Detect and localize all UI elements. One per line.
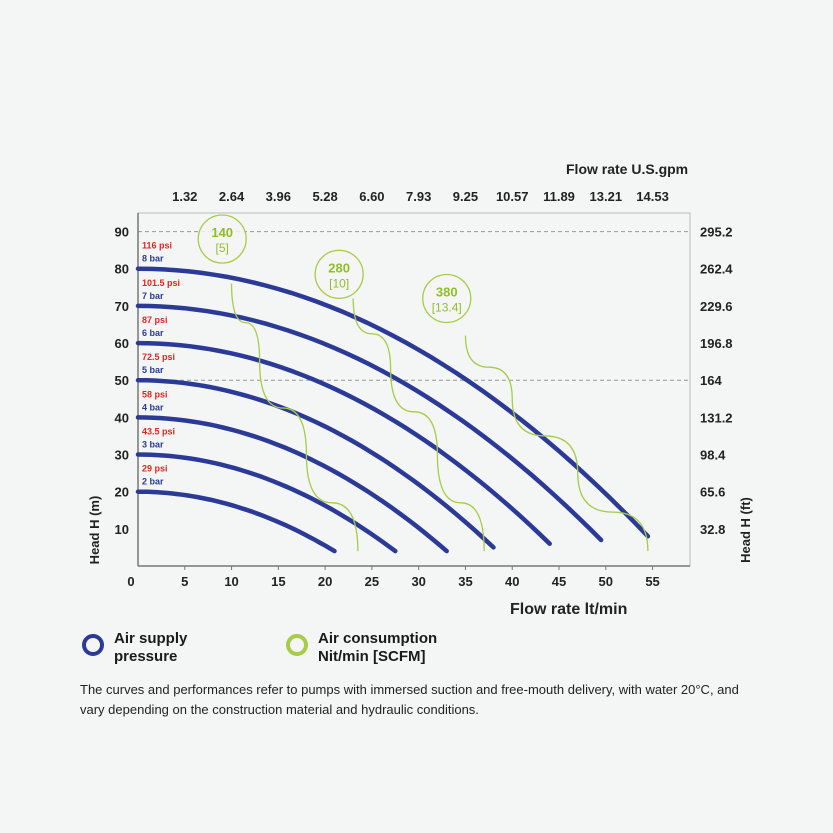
pressure-curve-6-bar — [135, 340, 552, 546]
x-tick-5: 5 — [181, 574, 188, 589]
gpm-tick-5: 7.93 — [406, 189, 431, 204]
y-tick-30: 30 — [115, 448, 129, 463]
legend-consumption-line1: Air consumption — [318, 630, 438, 647]
pressure-curve-7-bar — [135, 303, 604, 543]
psi-label-5: 101.5 psi — [142, 278, 180, 288]
y-tick-20: 20 — [115, 485, 129, 500]
pressure-curve-4-bar — [135, 415, 449, 554]
psi-label-6: 116 psi — [142, 241, 172, 251]
pressure-curve-2-bar — [135, 489, 337, 554]
gpm-tick-2: 3.96 — [266, 189, 291, 204]
x-tick-40: 40 — [505, 574, 519, 589]
gpm-tick-0: 1.32 — [172, 189, 197, 204]
bar-label-0: 2 bar — [142, 477, 164, 487]
ft-tick-4: 164 — [700, 373, 722, 388]
x-tick-0: 0 — [127, 574, 134, 589]
x-tick-55: 55 — [645, 574, 659, 589]
gpm-tick-3: 5.28 — [312, 189, 337, 204]
x-tick-20: 20 — [318, 574, 332, 589]
gpm-tick-9: 13.21 — [590, 189, 623, 204]
pressure-curve-3-bar — [135, 452, 398, 554]
y-tick-70: 70 — [115, 299, 129, 314]
consumption-nl-140: 140 — [211, 225, 233, 240]
x-tick-30: 30 — [411, 574, 425, 589]
consumption-nl-280: 280 — [328, 260, 350, 275]
y-tick-80: 80 — [115, 262, 129, 277]
gpm-tick-1: 2.64 — [219, 189, 245, 204]
gpm-tick-7: 10.57 — [496, 189, 529, 204]
consumption-nl-380: 380 — [436, 284, 458, 299]
ft-tick-1: 65.6 — [700, 485, 725, 500]
gpm-tick-8: 11.89 — [543, 189, 575, 204]
consumption-ring-380 — [422, 273, 472, 324]
ft-tick-5: 196.8 — [700, 336, 733, 351]
legend-consumption-line2: Nit/min [SCFM] — [318, 648, 426, 665]
x-tick-50: 50 — [599, 574, 613, 589]
x2-axis-title: Flow rate U.S.gpm — [566, 161, 688, 177]
x-tick-25: 25 — [365, 574, 379, 589]
x-tick-45: 45 — [552, 574, 566, 589]
legend-pressure: Air supply pressure — [82, 630, 187, 666]
x-tick-10: 10 — [224, 574, 238, 589]
psi-label-2: 58 psi — [142, 389, 168, 399]
bar-label-1: 3 bar — [142, 440, 164, 450]
bar-label-6: 8 bar — [142, 254, 164, 264]
consumption-curve-140 — [230, 283, 359, 552]
consumption-ring-280 — [314, 249, 364, 299]
ft-tick-2: 98.4 — [700, 448, 726, 463]
gpm-tick-4: 6.60 — [359, 189, 384, 204]
legend-consumption: Air consumption Nit/min [SCFM] — [286, 630, 437, 666]
y-tick-10: 10 — [115, 522, 129, 537]
psi-label-3: 72.5 psi — [142, 352, 175, 362]
y2-axis-title: Head H (ft) — [738, 497, 753, 563]
y-tick-40: 40 — [115, 410, 129, 425]
pressure-curve-5-bar — [135, 377, 496, 550]
bar-label-4: 6 bar — [142, 328, 164, 338]
psi-label-4: 87 psi — [142, 315, 168, 325]
ft-tick-0: 32.8 — [700, 522, 725, 537]
consumption-scfm-280: [10] — [329, 276, 349, 290]
ft-tick-8: 295.2 — [700, 225, 733, 240]
y-tick-60: 60 — [115, 336, 129, 351]
legend-consumption-label: Air consumption Nit/min [SCFM] — [318, 630, 437, 666]
pressure-curve-8-bar — [135, 266, 651, 539]
psi-label-0: 29 psi — [142, 464, 168, 474]
bar-label-5: 7 bar — [142, 291, 164, 301]
x-tick-35: 35 — [458, 574, 472, 589]
ft-tick-3: 131.2 — [700, 410, 733, 425]
x-tick-15: 15 — [271, 574, 285, 589]
consumption-scfm-140: [5] — [216, 241, 229, 255]
gpm-tick-10: 14.53 — [636, 189, 669, 204]
y-tick-50: 50 — [115, 373, 129, 388]
y-tick-90: 90 — [115, 225, 129, 240]
consumption-curve-280 — [352, 298, 485, 552]
y-axis-title: Head H (m) — [87, 496, 102, 565]
ft-tick-6: 229.6 — [700, 299, 733, 314]
footnote: The curves and performances refer to pum… — [80, 682, 739, 717]
legend-pressure-label: Air supply pressure — [114, 630, 187, 666]
consumption-scfm-380: [13.4] — [432, 300, 462, 314]
legend-pressure-line1: Air supply — [114, 630, 188, 647]
bar-label-2: 4 bar — [142, 402, 164, 412]
psi-label-1: 43.5 psi — [142, 427, 175, 437]
legend-pressure-line2: pressure — [114, 648, 178, 665]
blue-ring-icon — [82, 634, 104, 656]
gpm-tick-6: 9.25 — [453, 189, 478, 204]
ft-tick-7: 262.4 — [700, 262, 733, 277]
consumption-curve-380 — [464, 335, 649, 552]
consumption-ring-140 — [197, 214, 247, 264]
x-axis-title: Flow rate lt/min — [510, 601, 627, 618]
bar-label-3: 5 bar — [142, 365, 164, 375]
green-ring-icon — [286, 634, 308, 656]
